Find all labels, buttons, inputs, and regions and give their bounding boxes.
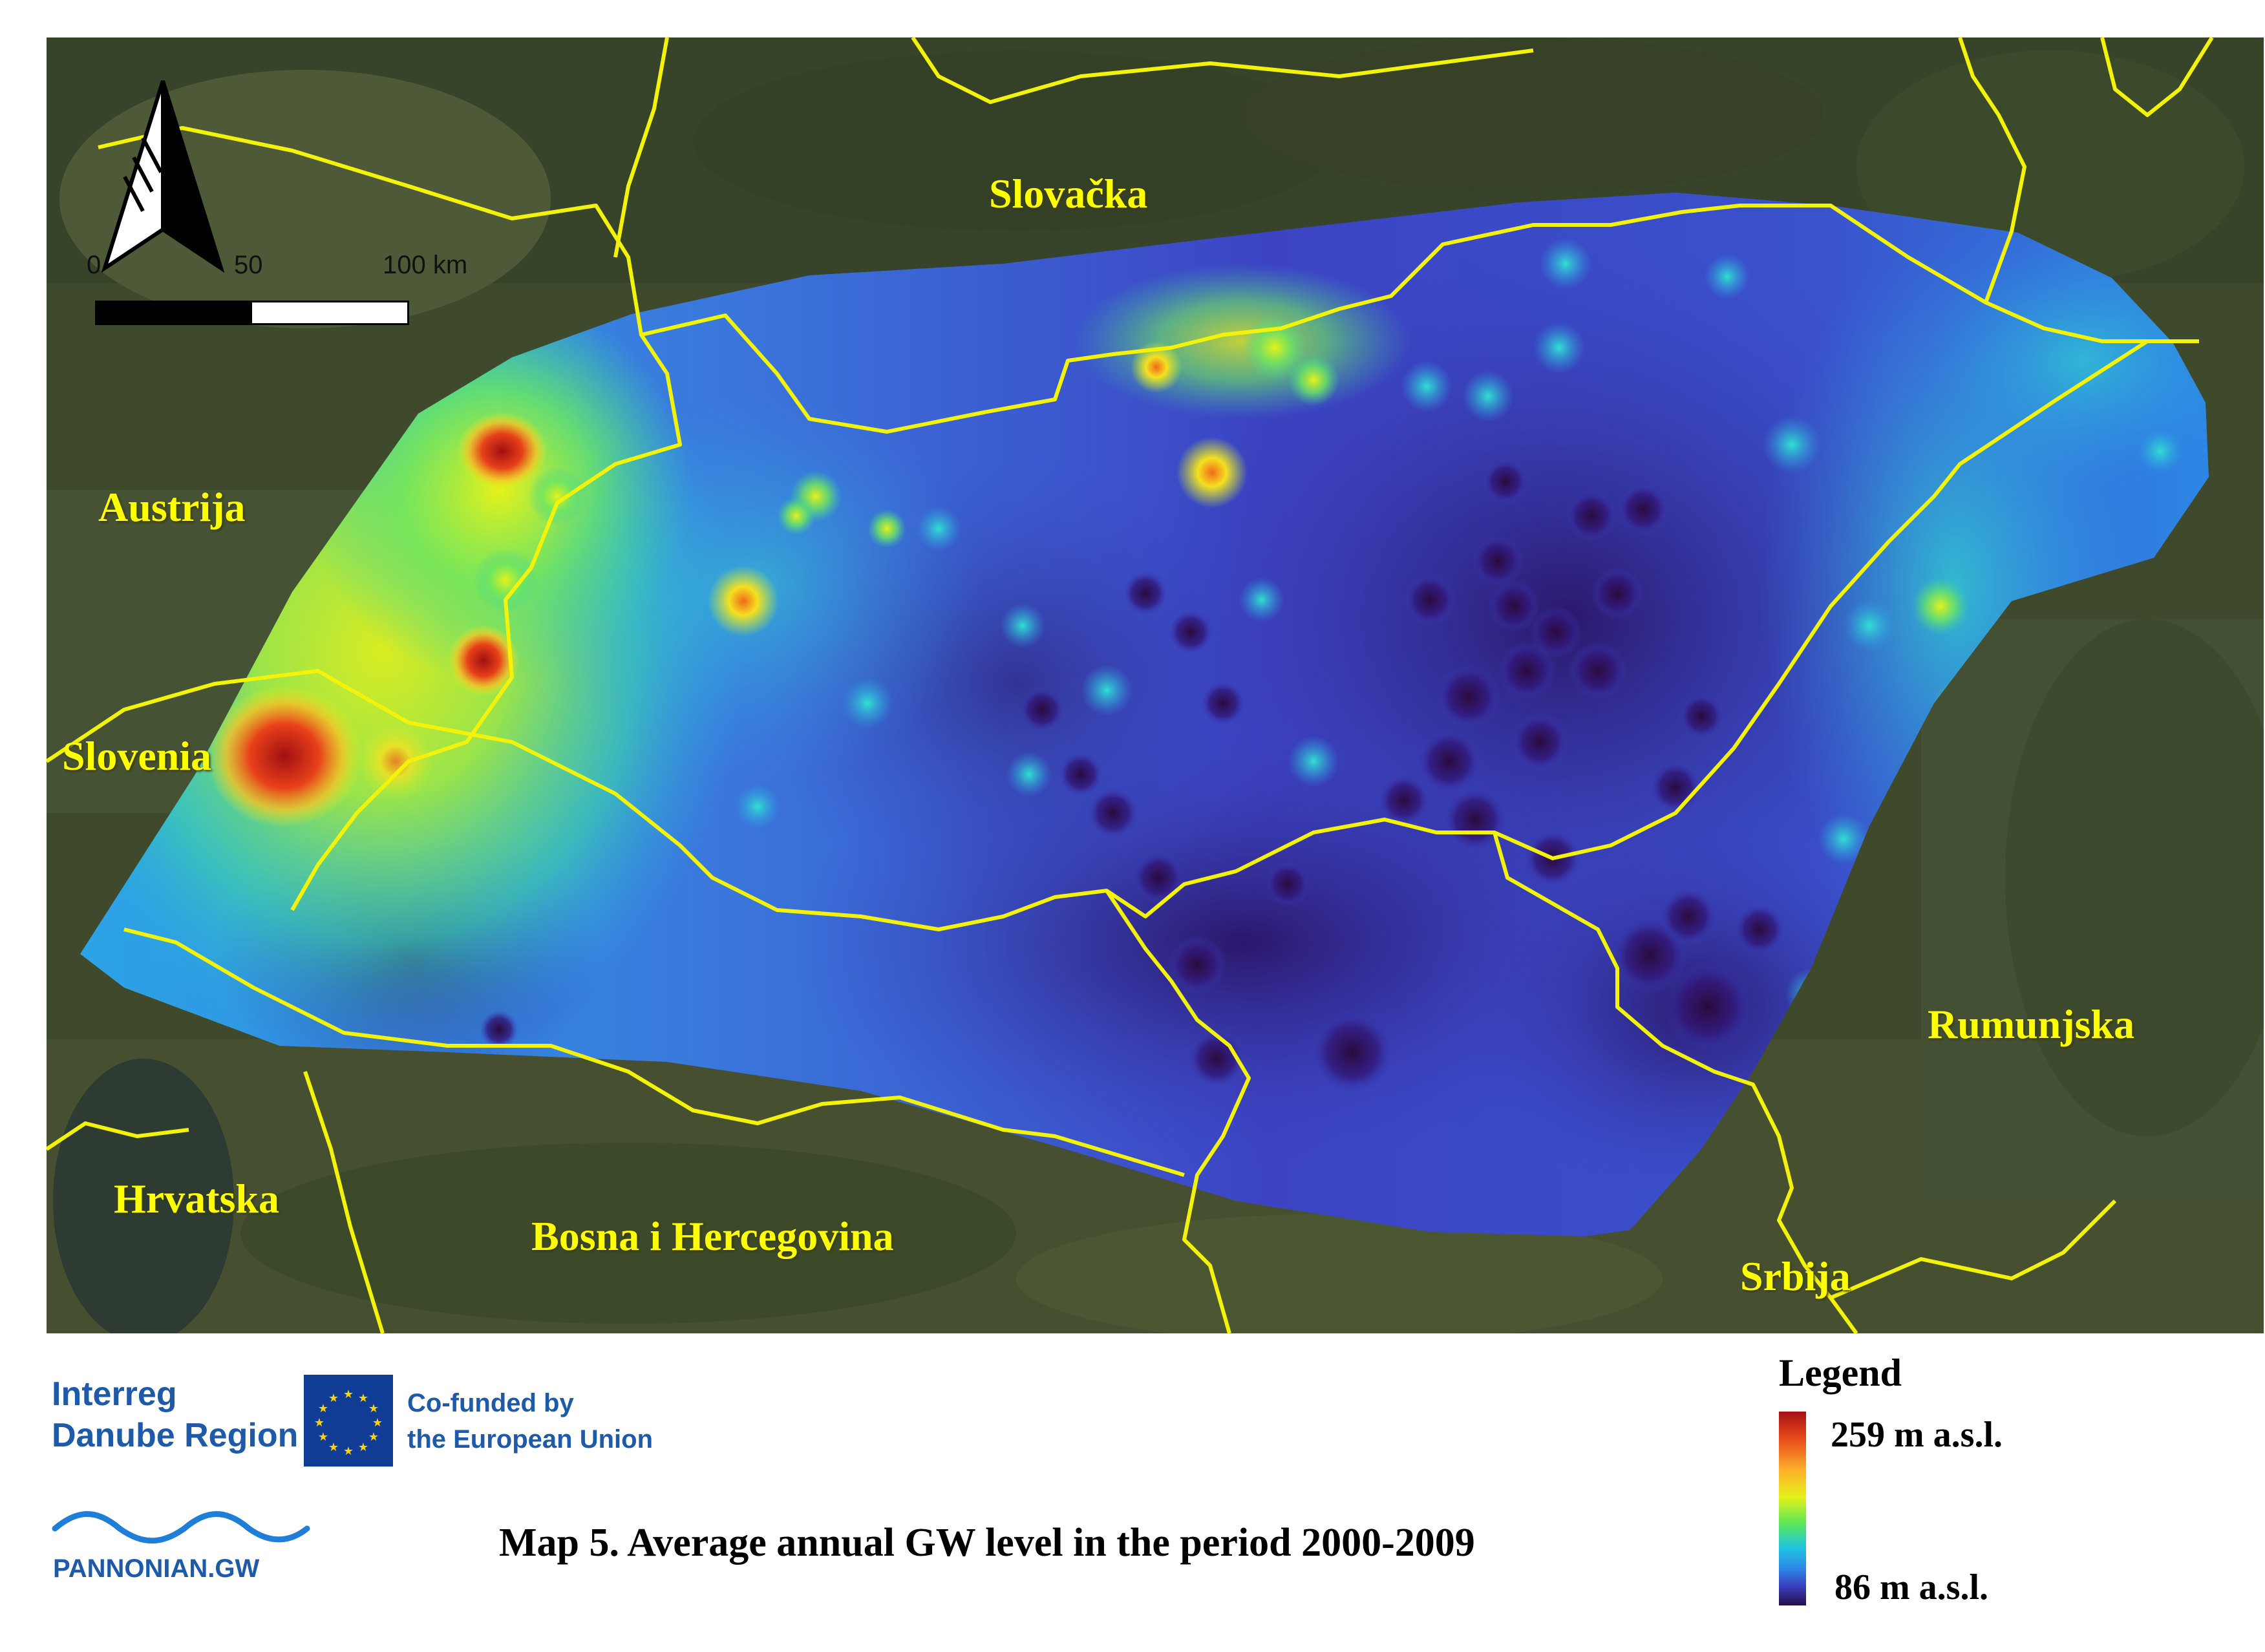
- label-srbija: Srbija: [1740, 1253, 1851, 1299]
- interreg-logo: Interreg Danube Region: [52, 1373, 298, 1456]
- svg-text:★: ★: [318, 1430, 328, 1444]
- label-slovacka: Slovačka: [989, 171, 1148, 217]
- scale-tick-0: 0: [87, 251, 101, 279]
- scale-bar: [95, 301, 409, 325]
- country-borders: [47, 37, 2214, 1333]
- svg-text:★: ★: [314, 1416, 324, 1430]
- legend-title: Legend: [1779, 1351, 1902, 1394]
- pannonian-wave-icon: [52, 1511, 310, 1544]
- north-arrow-icon: [101, 80, 225, 273]
- label-hrvatska: Hrvatska: [114, 1176, 279, 1222]
- dark-spots: [480, 459, 1785, 1094]
- interreg-line1: Interreg: [52, 1375, 177, 1413]
- cyan-spots: [735, 238, 2183, 1020]
- label-austrija: Austrija: [98, 484, 246, 530]
- scale-tick-100: 100 km: [383, 251, 468, 279]
- svg-text:★: ★: [328, 1392, 339, 1405]
- eu-line2: the European Union: [407, 1425, 653, 1454]
- interreg-line2: Danube Region: [52, 1417, 299, 1454]
- svg-text:★: ★: [368, 1402, 379, 1415]
- pannonian-gw-logo-text: PANNONIAN.GW: [53, 1554, 260, 1583]
- label-rumunjska: Rumunjska: [1928, 1001, 2135, 1047]
- map-frame[interactable]: 0 50 100 km Slovačka Austrija Slovenia H…: [47, 37, 2264, 1333]
- eu-flag-icon: ★ ★ ★ ★ ★ ★ ★ ★ ★ ★ ★ ★: [304, 1375, 393, 1467]
- eu-cofunded-text: Co-funded by the European Union: [407, 1385, 653, 1457]
- eu-line1: Co-funded by: [407, 1389, 574, 1417]
- gw-level-surface: [80, 193, 2209, 1236]
- label-bosna: Bosna i Hercegovina: [531, 1213, 894, 1259]
- scale-bar-black-segment: [97, 302, 252, 323]
- legend-color-ramp: [1779, 1412, 1806, 1605]
- map-canvas[interactable]: [47, 37, 2264, 1333]
- legend-max-label: 259 m a.s.l.: [1831, 1415, 2003, 1455]
- svg-text:★: ★: [372, 1416, 383, 1430]
- svg-text:★: ★: [343, 1445, 354, 1458]
- svg-text:★: ★: [368, 1430, 379, 1444]
- svg-text:★: ★: [358, 1392, 368, 1405]
- legend-min-label: 86 m a.s.l.: [1834, 1567, 1988, 1607]
- map-caption: Map 5. Average annual GW level in the pe…: [499, 1521, 1475, 1565]
- svg-text:★: ★: [328, 1441, 339, 1454]
- scale-tick-50: 50: [234, 251, 263, 279]
- svg-text:★: ★: [318, 1402, 328, 1415]
- label-slovenia: Slovenia: [62, 733, 212, 779]
- svg-text:★: ★: [343, 1388, 354, 1401]
- svg-text:★: ★: [358, 1441, 368, 1454]
